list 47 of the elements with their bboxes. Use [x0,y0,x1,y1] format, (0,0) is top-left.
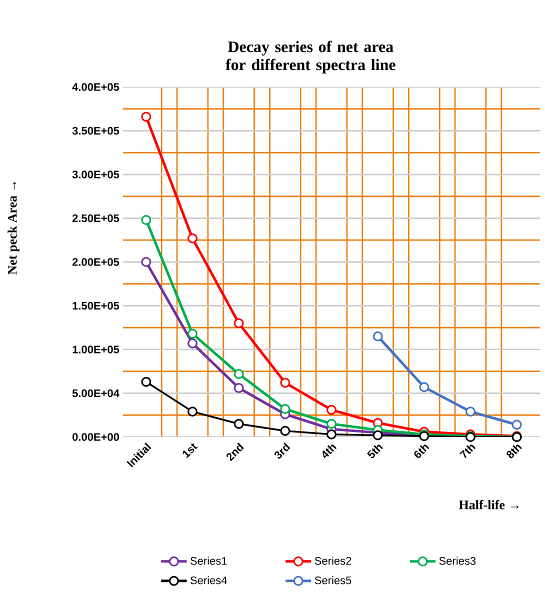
x-tick-label: 4th [322,444,337,458]
point [465,406,476,417]
point [372,331,383,342]
y-tick-label: 2.00E+05 [72,258,120,266]
point [187,233,198,244]
legend-label: Series2 [314,556,352,565]
x-tick-label: 8th [506,444,522,458]
point [280,404,290,414]
point [141,214,152,225]
y-axis-title: Net peck Area → [8,182,20,274]
y-tick-label: 0.00E+00 [72,433,119,441]
point [280,426,290,436]
y-tick-label: 2.50E+05 [72,214,120,222]
legend-label: Series4 [190,576,227,584]
y-tick-label: 1.50E+05 [72,302,120,310]
x-tick-label: 6th [414,444,430,458]
point [187,338,198,348]
legend-label: Series5 [314,576,352,584]
x-tick-label: 1st [182,443,198,458]
x-axis-title: Half-life → [458,500,519,510]
x-tick-label: 5th [367,444,383,458]
point [234,369,244,379]
point [187,406,198,417]
point [187,328,198,339]
chart-title: Decay series of net area for different spectra line [226,40,396,74]
x-tick-label: 3rd [274,442,290,459]
point [280,378,290,388]
point [234,382,244,393]
y-tick-label: 3.00E+05 [72,170,120,178]
point [141,112,152,122]
point [326,429,336,440]
y-tick-label: 3.50E+05 [72,126,120,135]
point [372,430,383,440]
legend-label: Series1 [190,556,227,565]
point [141,256,152,267]
y-tick-label: 1.00E+05 [72,346,120,354]
point [234,418,244,429]
point [141,376,152,387]
point [512,420,522,430]
legend-label: Series3 [439,556,476,565]
point [419,382,430,392]
y-tick-label: 4.00E+05 [72,83,120,91]
x-tick-label: 7th [459,444,476,458]
point [326,418,336,429]
point [234,318,244,328]
y-tick-label: 5.00E+04 [72,389,120,398]
point [326,404,336,415]
